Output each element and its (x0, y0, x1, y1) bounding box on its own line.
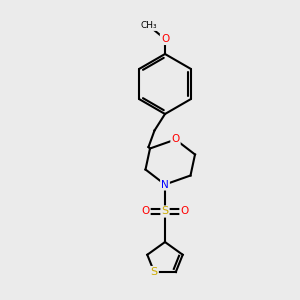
Text: CH₃: CH₃ (140, 21, 157, 30)
Text: S: S (151, 267, 158, 277)
Text: O: O (141, 206, 150, 217)
Text: N: N (161, 179, 169, 190)
Text: S: S (161, 206, 169, 217)
Text: O: O (180, 206, 189, 217)
Text: O: O (171, 134, 180, 145)
Text: O: O (161, 34, 169, 44)
